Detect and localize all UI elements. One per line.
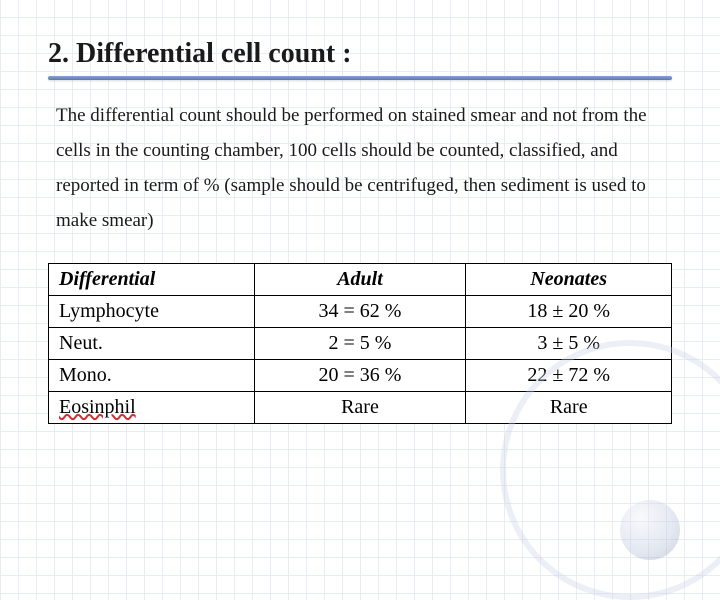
cell-value: 18 ± 20 % bbox=[466, 295, 672, 327]
row-label: Mono. bbox=[49, 359, 255, 391]
table-header-row: Differential Adult Neonates bbox=[49, 263, 672, 295]
cell-value: 34 = 62 % bbox=[254, 295, 466, 327]
table-row: Neut. 2 = 5 % 3 ± 5 % bbox=[49, 327, 672, 359]
cell-value: Rare bbox=[254, 391, 466, 423]
row-label: Eosinphil bbox=[49, 391, 255, 423]
table-row: Mono. 20 = 36 % 22 ± 72 % bbox=[49, 359, 672, 391]
title-underline bbox=[48, 76, 672, 80]
row-label: Lymphocyte bbox=[49, 295, 255, 327]
cell-value: 22 ± 72 % bbox=[466, 359, 672, 391]
slide-content: 2. Differential cell count : The differe… bbox=[0, 0, 720, 424]
cell-value: 2 = 5 % bbox=[254, 327, 466, 359]
cell-value: Rare bbox=[466, 391, 672, 423]
cell-value: 20 = 36 % bbox=[254, 359, 466, 391]
col-header-differential: Differential bbox=[49, 263, 255, 295]
decorative-disc bbox=[620, 500, 680, 560]
row-label: Neut. bbox=[49, 327, 255, 359]
table-row: Eosinphil Rare Rare bbox=[49, 391, 672, 423]
description-paragraph: The differential count should be perform… bbox=[56, 98, 664, 239]
table-row: Lymphocyte 34 = 62 % 18 ± 20 % bbox=[49, 295, 672, 327]
cell-value: 3 ± 5 % bbox=[466, 327, 672, 359]
col-header-neonates: Neonates bbox=[466, 263, 672, 295]
misspelled-label: Eosinphil bbox=[59, 396, 136, 418]
page-title: 2. Differential cell count : bbox=[48, 38, 672, 70]
col-header-adult: Adult bbox=[254, 263, 466, 295]
differential-table: Differential Adult Neonates Lymphocyte 3… bbox=[48, 263, 672, 424]
